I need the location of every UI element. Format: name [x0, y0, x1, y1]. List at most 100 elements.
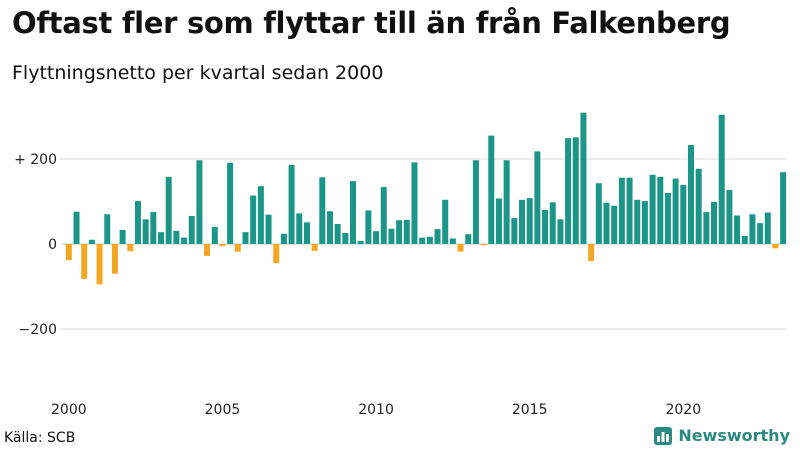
- bar: [726, 190, 733, 245]
- bar: [687, 144, 694, 244]
- bar: [565, 138, 572, 245]
- bar: [734, 215, 741, 244]
- bar: [419, 237, 426, 245]
- bar: [311, 244, 318, 251]
- bar: [357, 241, 364, 245]
- bar: [503, 160, 510, 244]
- bar: [449, 238, 456, 244]
- bar: [273, 244, 280, 264]
- bar: [634, 199, 641, 244]
- bar: [388, 228, 395, 244]
- source-note: Källa: SCB: [4, 430, 76, 446]
- bar: [150, 212, 157, 245]
- bar: [426, 236, 433, 244]
- bar: [250, 195, 257, 244]
- bar: [158, 232, 165, 244]
- bar: [588, 244, 595, 261]
- bar: [227, 162, 234, 244]
- brand-logo: Newsworthy: [654, 426, 790, 445]
- bar: [403, 219, 410, 244]
- bar: [649, 174, 656, 244]
- bar: [749, 214, 756, 244]
- bar: [173, 230, 180, 244]
- bar: [342, 232, 349, 244]
- chart-subtitle: Flyttningsnetto per kvartal sedan 2000: [12, 62, 384, 84]
- bar: [104, 214, 111, 244]
- bar: [280, 233, 287, 244]
- bar: [296, 213, 303, 244]
- bar: [181, 237, 188, 245]
- bar: [373, 231, 380, 244]
- bar: [680, 184, 687, 244]
- bar: [434, 229, 441, 245]
- bar: [188, 215, 195, 244]
- bar-chart: + 200 0 −200 2000 2005 2010 2015 2020: [14, 112, 787, 418]
- y-tick-label: 0: [48, 237, 57, 253]
- bar: [303, 222, 310, 244]
- bar: [411, 162, 418, 244]
- bar: [495, 198, 502, 245]
- bar: [142, 219, 149, 244]
- bar: [711, 201, 718, 244]
- bar: [257, 186, 264, 244]
- x-tick-label: 2005: [205, 402, 241, 418]
- bar: [549, 202, 556, 244]
- bar: [641, 201, 648, 244]
- bar: [741, 235, 748, 244]
- bar: [442, 199, 449, 244]
- bar: [534, 151, 541, 244]
- bar: [334, 224, 341, 244]
- bar: [764, 212, 771, 244]
- bar: [511, 218, 518, 244]
- bar: [603, 202, 610, 245]
- bar: [350, 181, 357, 244]
- bar: [542, 210, 549, 244]
- bar: [657, 176, 664, 244]
- bar: [165, 176, 172, 244]
- bar: [772, 244, 779, 249]
- brand-name: Newsworthy: [678, 426, 790, 445]
- bar: [780, 172, 787, 245]
- bar: [757, 223, 764, 244]
- bar: [480, 244, 487, 246]
- bar: [234, 244, 241, 252]
- bar: [204, 244, 211, 256]
- y-tick-label: −200: [19, 322, 57, 338]
- bar: [472, 160, 479, 244]
- bar: [81, 244, 88, 279]
- bar: [219, 244, 226, 247]
- y-tick-label: + 200: [14, 152, 57, 168]
- x-tick-label: 2010: [358, 402, 394, 418]
- x-tick-label: 2020: [665, 402, 701, 418]
- bar: [703, 212, 710, 245]
- bar: [618, 177, 625, 244]
- bar: [695, 168, 702, 244]
- bar: [457, 244, 464, 252]
- bar: [119, 229, 126, 244]
- bar: [580, 112, 587, 245]
- bar: [242, 232, 249, 244]
- bar: [572, 137, 579, 244]
- bar: [465, 234, 472, 244]
- x-tick-label: 2015: [512, 402, 548, 418]
- bar: [288, 164, 295, 244]
- bar: [73, 211, 80, 244]
- bar: [65, 244, 72, 261]
- bar: [319, 177, 326, 244]
- bar: [127, 244, 134, 252]
- bar: [211, 227, 218, 244]
- bar: [557, 219, 564, 244]
- bars: [65, 112, 787, 285]
- bar: [519, 199, 526, 244]
- bar: [380, 187, 387, 244]
- bar: [672, 178, 679, 244]
- x-tick-label: 2000: [51, 402, 87, 418]
- bar: [526, 198, 533, 244]
- bar: [265, 214, 272, 244]
- bar: [396, 220, 403, 244]
- bar: [718, 114, 725, 244]
- chart-title: Oftast fler som flyttar till än från Fal…: [12, 6, 731, 40]
- bar: [488, 135, 495, 245]
- bar: [626, 177, 633, 244]
- bar: [611, 205, 618, 244]
